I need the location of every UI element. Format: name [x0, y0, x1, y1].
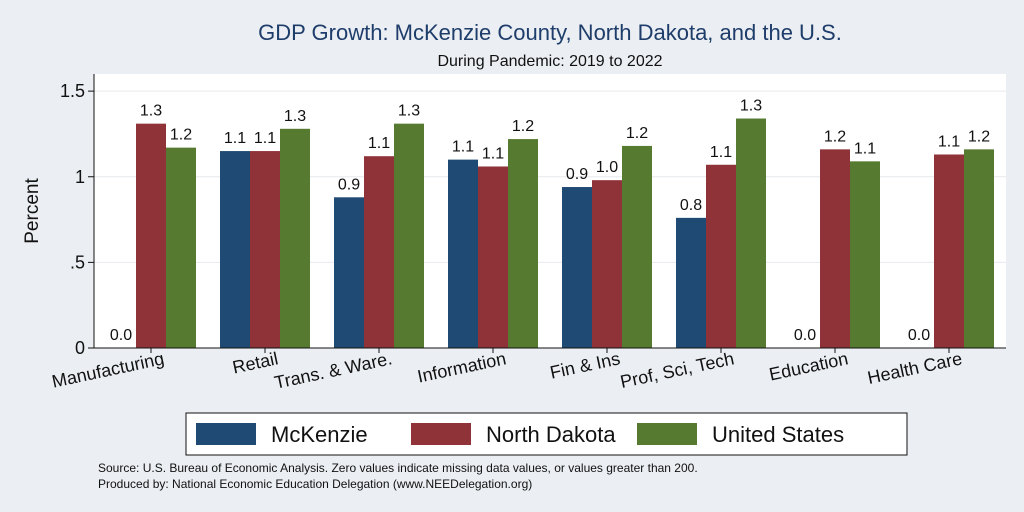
bar-mckenzie-fin-ins	[562, 187, 592, 348]
y-tick-label: 0	[75, 338, 85, 358]
bar-mckenzie-retail	[220, 151, 250, 348]
bar-united-states-information	[508, 139, 538, 348]
data-label: 1.1	[710, 144, 732, 161]
legend-label-north-dakota: North Dakota	[486, 422, 616, 447]
data-label: 1.2	[170, 127, 192, 144]
producer-note: Produced by: National Economic Education…	[98, 477, 532, 491]
data-label: 1.2	[512, 118, 534, 135]
legend-swatch-mckenzie	[196, 423, 256, 445]
data-label: 1.1	[254, 130, 276, 147]
data-label: 1.3	[740, 98, 762, 115]
data-label: 0.0	[110, 327, 132, 344]
y-tick-label: 1	[75, 167, 85, 187]
data-label: 0.0	[908, 327, 930, 344]
data-label: 1.1	[482, 145, 504, 162]
bar-north-dakota-trans-ware	[364, 156, 394, 348]
bar-north-dakota-information	[478, 166, 508, 348]
bar-mckenzie-information	[448, 159, 478, 348]
data-label: 1.1	[854, 140, 876, 157]
bar-united-states-health-care	[964, 149, 994, 348]
data-label: 0.9	[566, 166, 588, 183]
source-note: Source: U.S. Bureau of Economic Analysis…	[98, 461, 698, 475]
chart-subtitle: During Pandemic: 2019 to 2022	[437, 53, 662, 70]
data-label: 1.1	[452, 139, 474, 156]
data-label: 1.0	[596, 159, 618, 176]
bar-north-dakota-prof-sci-tech	[706, 164, 736, 348]
bar-united-states-manufacturing	[166, 147, 196, 348]
data-label: 1.3	[140, 103, 162, 120]
bar-united-states-retail	[280, 128, 310, 348]
y-tick-label: 1.5	[60, 81, 85, 101]
bar-north-dakota-manufacturing	[136, 123, 166, 348]
legend-label-united-states: United States	[712, 422, 844, 447]
bar-north-dakota-retail	[250, 151, 280, 348]
bar-united-states-prof-sci-tech	[736, 118, 766, 349]
data-label: 1.1	[938, 133, 960, 150]
y-axis-ticks: 0 .5 1 1.5	[60, 81, 94, 358]
bar-united-states-trans-ware	[394, 123, 424, 348]
legend-label-mckenzie: McKenzie	[271, 422, 368, 447]
data-label: 1.3	[284, 108, 306, 125]
data-label: 1.1	[368, 135, 390, 152]
data-label: 0.8	[680, 197, 702, 214]
data-label: 1.1	[224, 130, 246, 147]
legend: McKenzie North Dakota United States	[185, 412, 908, 456]
data-label: 0.9	[338, 176, 360, 193]
bar-mckenzie-prof-sci-tech	[676, 217, 706, 348]
legend-swatch-united-states	[637, 423, 697, 445]
y-tick-label: .5	[70, 252, 85, 272]
bar-mckenzie-trans-ware	[334, 197, 364, 348]
bar-north-dakota-education	[820, 149, 850, 348]
legend-swatch-north-dakota	[411, 423, 471, 445]
legend-box	[185, 412, 908, 456]
bar-north-dakota-fin-ins	[592, 180, 622, 348]
data-label: 1.3	[398, 103, 420, 120]
bar-north-dakota-health-care	[934, 154, 964, 348]
data-label: 1.2	[626, 125, 648, 142]
data-labels: 0.0 1.3 1.2 1.1 1.1 1.3 0.9 1.1 1.3 1.1 1.1 1.2 0.9 1…	[110, 98, 990, 344]
data-label: 0.0	[794, 327, 816, 344]
bar-united-states-education	[850, 161, 880, 348]
bars	[136, 118, 994, 349]
data-label: 1.2	[824, 128, 846, 145]
y-axis-label: Percent	[22, 178, 43, 244]
chart-title: GDP Growth: McKenzie County, North Dakot…	[258, 20, 842, 45]
bar-united-states-fin-ins	[622, 145, 652, 348]
data-label: 1.2	[968, 128, 990, 145]
